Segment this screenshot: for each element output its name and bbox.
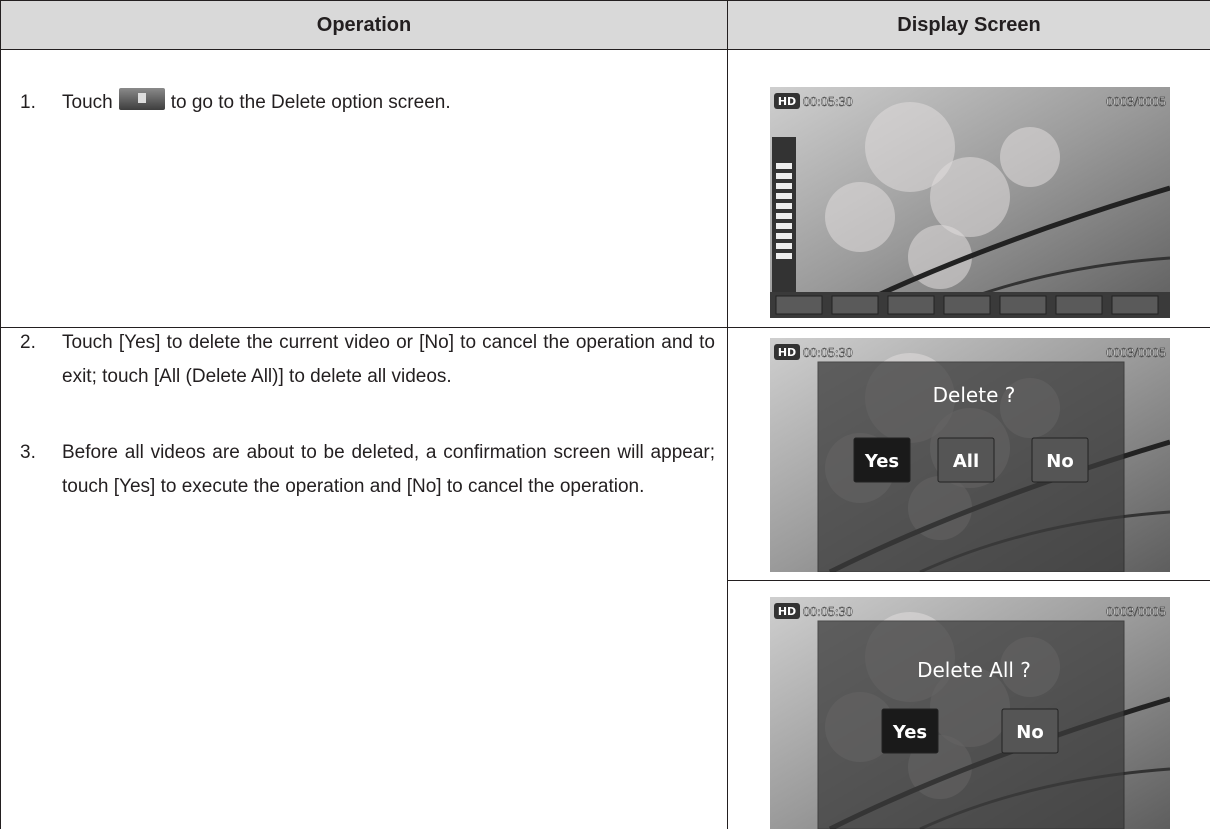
step: 1. Touch to go to the Delete option scree…: [20, 86, 715, 120]
control-button: [999, 295, 1047, 315]
dialog-button: [1001, 708, 1059, 754]
volume-level: [776, 233, 792, 239]
dialog-prompt: Delete All ?: [917, 658, 1031, 682]
border: [727, 580, 1210, 581]
control-button: [1055, 295, 1103, 315]
blossom: [825, 182, 895, 252]
step-text: Touch [Yes] to delete the current video …: [62, 332, 715, 387]
volume-level: [776, 223, 792, 229]
step-number: 3.: [20, 442, 36, 463]
counter: 0003/0005: [1106, 95, 1166, 110]
hd-badge-text: HD: [778, 346, 796, 359]
border: [0, 0, 1210, 1]
hd-badge: [774, 93, 800, 109]
border: [727, 0, 728, 829]
dialog-button-label: Yes: [892, 722, 927, 743]
blossom: [930, 157, 1010, 237]
hd-badge-text: HD: [778, 95, 796, 108]
dialog-prompt: Delete ?: [933, 383, 1016, 407]
volume-level: [776, 213, 792, 219]
time: 00:05:30: [803, 346, 853, 361]
control-button: [1111, 295, 1159, 315]
step-number: 1.: [20, 92, 36, 113]
screen: HD 00:05:30 0003/0005: [770, 87, 1170, 318]
dialog-button-label: All: [953, 451, 979, 472]
counter: 0003/0005: [1106, 605, 1166, 620]
volume-level: [776, 203, 792, 209]
time: 00:05:30: [803, 605, 853, 620]
dialog-button: [1031, 437, 1089, 483]
volume-level: [776, 193, 792, 199]
volume-level: [776, 163, 792, 169]
screen: HD 00:05:30 0003/0005 Delete All ? Yes No: [770, 597, 1170, 829]
text: Touch: [62, 92, 113, 113]
dialog-button-label: No: [1046, 451, 1073, 472]
header-cell: Operation: [1, 1, 727, 49]
border: [0, 327, 1210, 328]
volume-level: [776, 173, 792, 179]
control-button: [943, 295, 991, 315]
text: to go to the Delete option screen.: [170, 92, 451, 113]
time: 00:05:30: [803, 95, 853, 110]
step-number: 2.: [20, 332, 36, 353]
control-button: [831, 295, 879, 315]
hd-badge: [774, 603, 800, 619]
volume-level: [776, 183, 792, 189]
step: 3. Before all videos are about to be del…: [20, 436, 715, 504]
dialog-button-label: No: [1016, 722, 1043, 743]
dialog: [817, 620, 1125, 829]
volume-level: [776, 253, 792, 259]
border: [0, 0, 1, 829]
blossom: [1000, 127, 1060, 187]
dialog-button-label: Yes: [864, 451, 899, 472]
volume-level: [776, 243, 792, 249]
blossom: [865, 102, 955, 192]
step-text: Before all videos are about to be delete…: [62, 442, 715, 497]
step-text: Touch to go to the Delete option screen.: [62, 86, 715, 120]
dialog-button: [881, 708, 939, 754]
dialog-button: [853, 437, 911, 483]
delete-icon: [118, 88, 165, 110]
dialog-button: [937, 437, 995, 483]
screen: HD 00:05:30 0003/0005 Delete ? Yes All No: [770, 338, 1170, 572]
counter: 0003/0005: [1106, 346, 1166, 361]
step: 2. Touch [Yes] to delete the current vid…: [20, 326, 715, 394]
border: [0, 49, 1210, 50]
control-button: [775, 295, 823, 315]
header-cell: Display Screen: [728, 1, 1210, 49]
control-button: [887, 295, 935, 315]
hd-badge-text: HD: [778, 605, 796, 618]
hd-badge: [774, 344, 800, 360]
